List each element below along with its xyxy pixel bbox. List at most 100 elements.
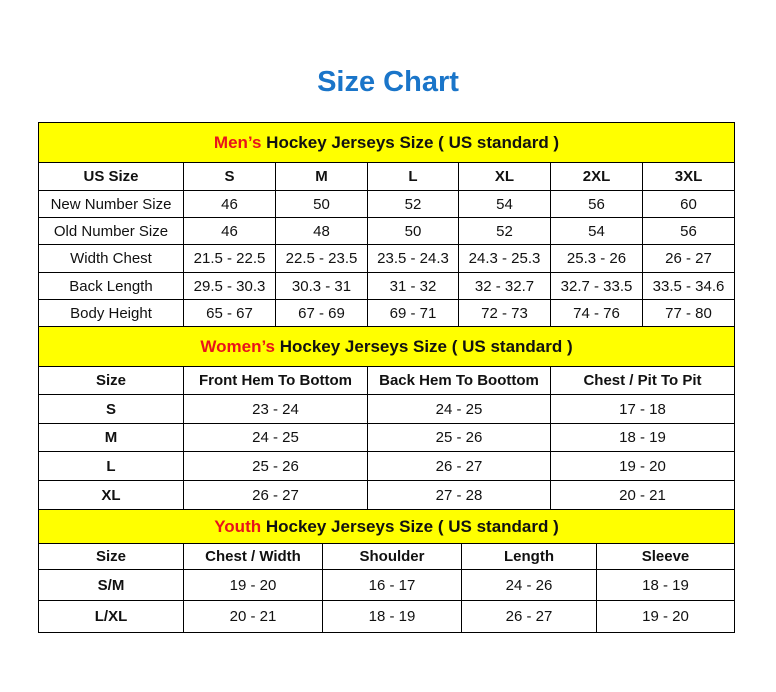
table-cell: 23 - 24 <box>183 394 368 424</box>
column-header: 3XL <box>641 162 736 191</box>
banner-accent: Youth <box>214 516 262 536</box>
column-header: Chest / Width <box>183 543 323 570</box>
table-row: S 23 - 24 24 - 25 17 - 18 <box>38 394 736 424</box>
table-cell: 56 <box>550 190 643 218</box>
column-header-label: 3XL <box>674 168 703 185</box>
table-row: S/M 19 - 20 16 - 17 24 - 26 18 - 19 <box>38 569 735 601</box>
column-header-label: US Size <box>83 168 139 185</box>
table-cell: 50 <box>367 217 459 245</box>
column-header-label: XL <box>494 168 515 185</box>
row-label: Back Length <box>38 272 184 300</box>
table-cell: 30.3 - 31 <box>275 272 368 300</box>
column-header-label: Length <box>504 548 554 565</box>
column-header: L <box>367 162 459 191</box>
column-header-label: Chest / Width <box>205 548 301 565</box>
table-cell: 26 - 27 <box>641 244 736 273</box>
table-cell: 18 - 19 <box>322 600 462 633</box>
table-cell: 18 - 19 <box>549 423 736 452</box>
table-cell: 25 - 26 <box>367 423 551 452</box>
table-cell: 54 <box>550 217 643 245</box>
table-cell: 74 - 76 <box>550 299 643 328</box>
column-header: Back Hem To Boottom <box>367 366 551 395</box>
table-row: Width Chest 21.5 - 22.5 22.5 - 23.5 23.5 - … <box>38 244 736 273</box>
table-cell: 25.3 - 26 <box>550 244 643 273</box>
row-label: New Number Size <box>38 190 184 218</box>
header-row: Size Front Hem To Bottom Back Hem To Boott… <box>38 366 736 395</box>
table-cell: 46 <box>183 190 276 218</box>
row-label: XL <box>38 480 184 510</box>
table-cell: 31 - 32 <box>367 272 459 300</box>
column-header: Chest / Pit To Pit <box>549 366 736 395</box>
column-header: US Size <box>38 162 184 191</box>
table-cell: 19 - 20 <box>596 600 735 633</box>
page-title: Size Chart <box>317 66 459 98</box>
banner-accent: Women’s <box>200 336 275 356</box>
table-cell: 26 - 27 <box>367 451 551 481</box>
row-label: L/XL <box>38 600 184 633</box>
table-cell: 20 - 21 <box>183 600 323 633</box>
column-header: Sleeve <box>596 543 735 570</box>
table-cell: 33.5 - 34.6 <box>641 272 736 300</box>
row-label: Old Number Size <box>38 217 184 245</box>
mens-size-table: Men’s Hockey Jerseys Size ( US standard … <box>37 122 736 328</box>
table-cell: 46 <box>183 217 276 245</box>
column-header-label: Sleeve <box>641 548 690 565</box>
youth-size-table: Youth Hockey Jerseys Size ( US standard … <box>38 509 735 633</box>
table-cell: 25 - 26 <box>183 451 368 481</box>
table-cell: 27 - 28 <box>367 480 551 510</box>
column-header-label: Front Hem To Bottom <box>198 372 353 389</box>
table-cell: 56 <box>641 217 736 245</box>
table-row: Back Length 29.5 - 30.3 30.3 - 31 31 - 32 32… <box>38 272 736 300</box>
table-cell: 72 - 73 <box>458 299 551 328</box>
banner-text: Hockey Jerseys Size ( US standard ) <box>275 336 573 356</box>
womens-size-table: Women’s Hockey Jerseys Size ( US standar… <box>37 326 736 510</box>
column-header-label: Back Hem To Boottom <box>379 372 539 389</box>
table-cell: 24.3 - 25.3 <box>458 244 551 273</box>
banner-accent: Men’s <box>213 132 262 152</box>
table-cell: 20 - 21 <box>549 480 736 510</box>
table-cell: 52 <box>458 217 551 245</box>
column-header-label: Size <box>95 548 126 565</box>
youth-size-section: Youth Hockey Jerseys Size ( US standard … <box>38 509 735 633</box>
table-cell: 60 <box>641 190 736 218</box>
table-cell: 18 - 19 <box>596 569 735 601</box>
table-cell: 54 <box>458 190 551 218</box>
youth-banner-row: Youth Hockey Jerseys Size ( US standard … <box>38 509 735 544</box>
table-cell: 23.5 - 24.3 <box>367 244 459 273</box>
header-row: Size Chest / Width Shoulder Length Sleeve <box>38 543 735 570</box>
table-cell: 32.7 - 33.5 <box>550 272 643 300</box>
table-cell: 52 <box>367 190 459 218</box>
banner-text: Hockey Jerseys Size ( US standard ) <box>261 132 560 152</box>
table-cell: 22.5 - 23.5 <box>275 244 368 273</box>
column-header-label: 2XL <box>582 168 611 185</box>
column-header: 2XL <box>550 162 643 191</box>
column-header: Size <box>38 543 184 570</box>
table-cell: 17 - 18 <box>549 394 736 424</box>
table-cell: 19 - 20 <box>549 451 736 481</box>
table-cell: 29.5 - 30.3 <box>183 272 276 300</box>
column-header: M <box>275 162 368 191</box>
column-header-label: L <box>408 168 418 185</box>
column-header-label: M <box>315 168 328 185</box>
row-label: S/M <box>38 569 184 601</box>
men-banner-row: Men’s Hockey Jerseys Size ( US standard … <box>37 122 736 163</box>
youth-banner: Youth Hockey Jerseys Size ( US standard … <box>38 509 735 544</box>
column-header-label: S <box>224 168 235 185</box>
men-banner: Men’s Hockey Jerseys Size ( US standard … <box>37 122 736 163</box>
women-banner: Women’s Hockey Jerseys Size ( US standar… <box>37 326 736 367</box>
row-label: M <box>38 423 184 452</box>
table-cell: 77 - 80 <box>641 299 736 328</box>
table-row: New Number Size 46 50 52 54 56 60 <box>38 190 736 218</box>
column-header-label: Chest / Pit To Pit <box>583 372 702 389</box>
table-cell: 24 - 25 <box>367 394 551 424</box>
table-row: Body Height 65 - 67 67 - 69 69 - 71 72 - 73 7… <box>38 299 736 328</box>
table-cell: 48 <box>275 217 368 245</box>
mens-size-section: Men’s Hockey Jerseys Size ( US standard … <box>37 122 736 328</box>
women-banner-row: Women’s Hockey Jerseys Size ( US standar… <box>37 326 736 367</box>
table-row: XL 26 - 27 27 - 28 20 - 21 <box>38 480 736 510</box>
column-header: Shoulder <box>322 543 462 570</box>
table-cell: 32 - 32.7 <box>458 272 551 300</box>
table-cell: 19 - 20 <box>183 569 323 601</box>
table-cell: 24 - 25 <box>183 423 368 452</box>
table-row: L/XL 20 - 21 18 - 19 26 - 27 19 - 20 <box>38 600 735 633</box>
